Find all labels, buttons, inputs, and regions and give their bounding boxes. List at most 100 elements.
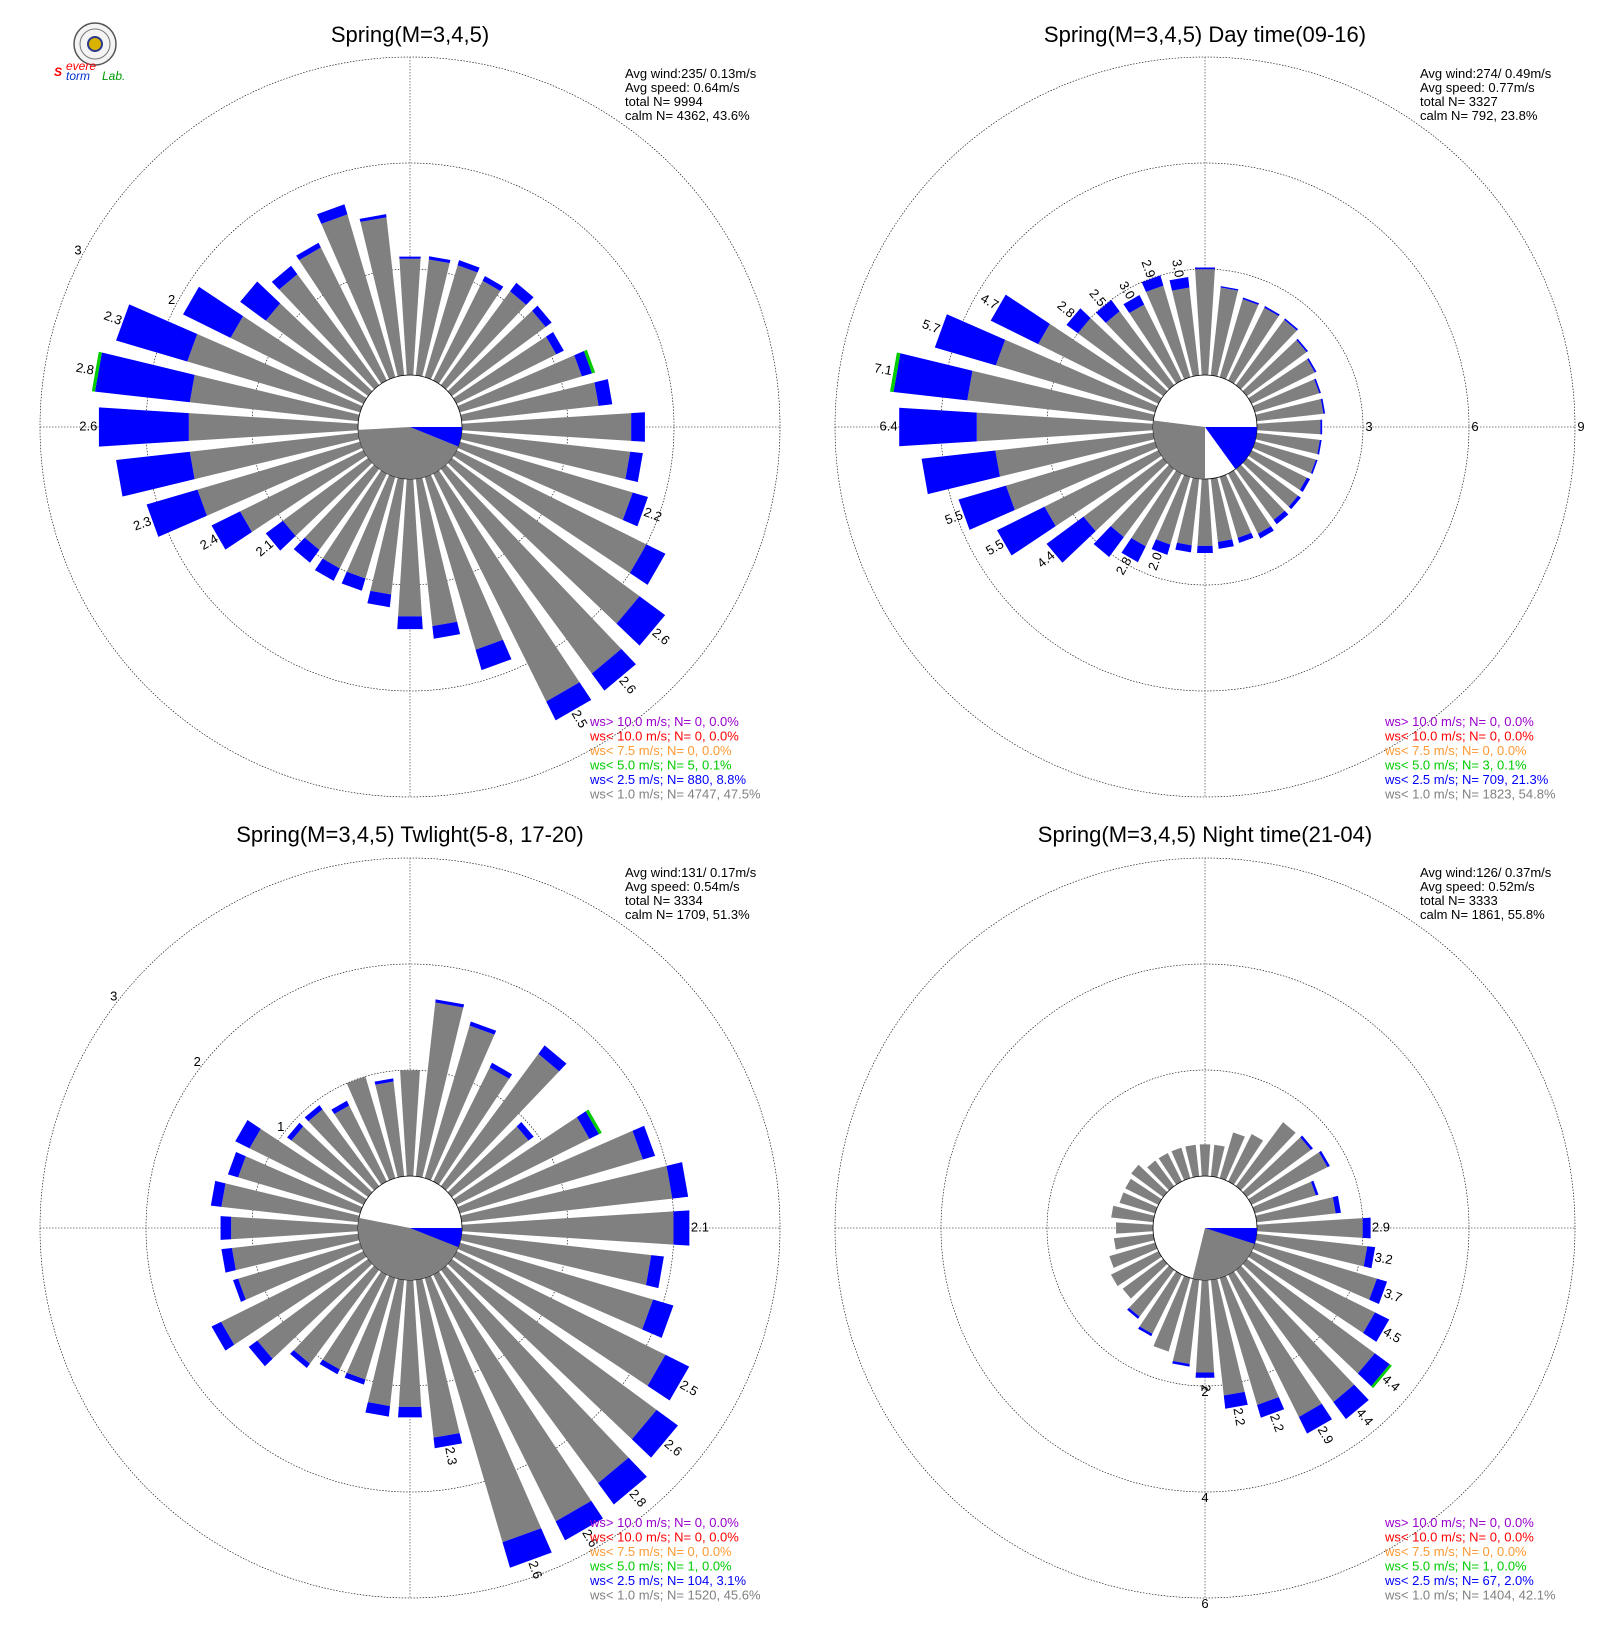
bar-lt1-100 — [1255, 432, 1320, 455]
logo-letter-s: S — [54, 65, 62, 79]
bar-lt25-270 — [899, 407, 977, 447]
panel-title: Spring(M=3,4,5) Day time(09-16) — [1044, 22, 1366, 47]
range-ring — [940, 963, 1470, 1493]
bar-lt1-140 — [1235, 464, 1285, 521]
bar-lt25-110 — [622, 492, 649, 527]
bar-lt1-20 — [424, 1025, 495, 1181]
calm-pie-lt25 — [410, 1228, 463, 1248]
legend-entry: ws< 5.0 m/s; N= 3, 0.1% — [1384, 758, 1527, 773]
bar-lt25-300 — [183, 286, 244, 338]
logo-text-severe: evere — [66, 59, 96, 73]
bar-lt1-160 — [1219, 1275, 1279, 1405]
bar-lt25-280 — [893, 353, 973, 401]
bar-lt25-60 — [576, 1111, 599, 1139]
bar-lt1-240 — [1044, 450, 1162, 527]
stat-line: calm N= 1709, 51.3% — [625, 907, 750, 922]
wind-rose-panel-2: 3 6 92.02.84.45.55.56.47.15.74.7 2.8 2.5 3.02… — [834, 22, 1585, 802]
bar-lt25-220 — [290, 1350, 310, 1368]
bar-lt25-160 — [1237, 532, 1254, 543]
stat-line: total N= 3327 — [1420, 94, 1498, 109]
bar-lt25-170 — [432, 621, 461, 639]
stat-line: total N= 3334 — [625, 893, 703, 908]
legend-entry: ws< 7.5 m/s; N= 0, 0.0% — [589, 743, 732, 758]
bar-lt25-290 — [116, 304, 198, 362]
bar-lt25-20 — [469, 1021, 497, 1035]
bar-lt1-0 — [1195, 269, 1215, 376]
bar-lt25-230 — [248, 1340, 273, 1367]
bar-lt1-210 — [1131, 470, 1182, 547]
bar-lt1-130 — [447, 1258, 657, 1440]
bar-lt25-330 — [331, 1100, 350, 1115]
calm-pie-lt25 — [1205, 1228, 1257, 1244]
bar-lt25-120 — [1363, 1312, 1390, 1342]
range-ring-label: 9 — [1577, 419, 1584, 434]
bar-lt1-210 — [322, 1271, 387, 1370]
bar-lt25-270 — [220, 1216, 232, 1240]
bar-lt25-0 — [399, 256, 421, 259]
range-ring-label: 6 — [1201, 1596, 1208, 1611]
bar-lt25-290 — [934, 314, 1006, 366]
bar-lt1-10 — [1210, 1144, 1225, 1178]
bar-lt25-340 — [317, 204, 348, 224]
bar-lt25-160 — [502, 1528, 552, 1568]
bar-lt25-120 — [647, 1354, 690, 1401]
bar-lt1-300 — [249, 1128, 367, 1205]
bar-lt25-310 — [1066, 308, 1091, 334]
bar-lt1-60 — [453, 336, 557, 404]
bar-lt25-100 — [1317, 439, 1322, 455]
bar-lt1-10 — [1210, 287, 1238, 377]
bar-lt1-230 — [1083, 457, 1168, 532]
wind-rose-panel-3: 1232.12.52.62.82.62.62.3Spring(M=3,4,5) … — [39, 822, 781, 1603]
bar-lt1-180 — [398, 478, 422, 617]
bar-lt1-150 — [1228, 1271, 1322, 1417]
bar-lt1-320 — [308, 1109, 380, 1191]
bar-lt1-300 — [1125, 1178, 1162, 1205]
bar-lt1-230 — [257, 1258, 373, 1359]
legend-entry: ws< 1.0 m/s; N= 4747, 47.5% — [589, 787, 761, 802]
calm-pie-lt25 — [410, 427, 463, 447]
bar-lt25-280 — [94, 352, 195, 403]
bar-lt25-160 — [475, 639, 512, 671]
bar-lt25-20 — [1242, 297, 1260, 305]
bar-lt1-140 — [1235, 1265, 1355, 1403]
bar-lt1-290 — [187, 334, 363, 413]
bar-lt25-70 — [1310, 1180, 1319, 1196]
bar-lt1-340 — [346, 1076, 396, 1181]
legend-entry: ws< 1.0 m/s; N= 1823, 54.8% — [1384, 787, 1556, 802]
bar-lt25-300 — [235, 1120, 261, 1149]
bar-lt1-330 — [299, 247, 387, 384]
bar-lt1-110 — [457, 1242, 654, 1330]
bar-lt1-90 — [461, 413, 632, 441]
bar-lt25-280 — [210, 1180, 226, 1207]
bar-total-label: 2.8 — [75, 360, 95, 378]
bar-lt1-10 — [415, 1002, 464, 1178]
bar-lt25-250 — [958, 485, 1015, 530]
bar-lt1-110 — [457, 441, 633, 520]
legend-entry: ws< 7.5 m/s; N= 0, 0.0% — [589, 1544, 732, 1559]
legend-entry: ws< 5.0 m/s; N= 5, 0.1% — [589, 758, 732, 773]
bar-lt1-190 — [1172, 1278, 1200, 1364]
bar-lt1-310 — [1131, 1164, 1168, 1198]
bar-lt25-90 — [631, 412, 645, 442]
bar-lt1-110 — [1252, 1242, 1377, 1300]
bar-lt1-20 — [1219, 1132, 1245, 1181]
bar-lt25-100 — [625, 451, 643, 483]
bar-total-label: 2.2 — [1267, 1412, 1287, 1434]
bar-lt1-220 — [1128, 1265, 1175, 1317]
bar-lt25-240 — [997, 506, 1056, 556]
bar-total-label: 2 — [1199, 1384, 1214, 1391]
range-ring-label: 2 — [1201, 1384, 1208, 1399]
bar-lt1-80 — [460, 382, 599, 422]
bar-lt1-150 — [1228, 470, 1271, 534]
panel-title: Spring(M=3,4,5) Twlight(5-8, 17-20) — [236, 822, 583, 847]
bar-lt1-320 — [1147, 1160, 1175, 1191]
bar-lt25-140 — [598, 1457, 647, 1505]
bar-lt1-60 — [1248, 1152, 1328, 1205]
bar-lt1-150 — [433, 470, 580, 702]
bar-total-label: 2.6 — [79, 418, 97, 433]
bar-lt1-280 — [1111, 1205, 1155, 1223]
legend-entry: ws> 10.0 m/s; N= 0, 0.0% — [589, 1515, 739, 1530]
wind-rose-panel-1: 1232.22.62.62.52.12.42.32.62.82.3Spring(… — [39, 22, 781, 802]
bar-lt25-80 — [666, 1162, 689, 1199]
legend-entry: ws< 2.5 m/s; N= 104, 3.1% — [589, 1573, 747, 1588]
